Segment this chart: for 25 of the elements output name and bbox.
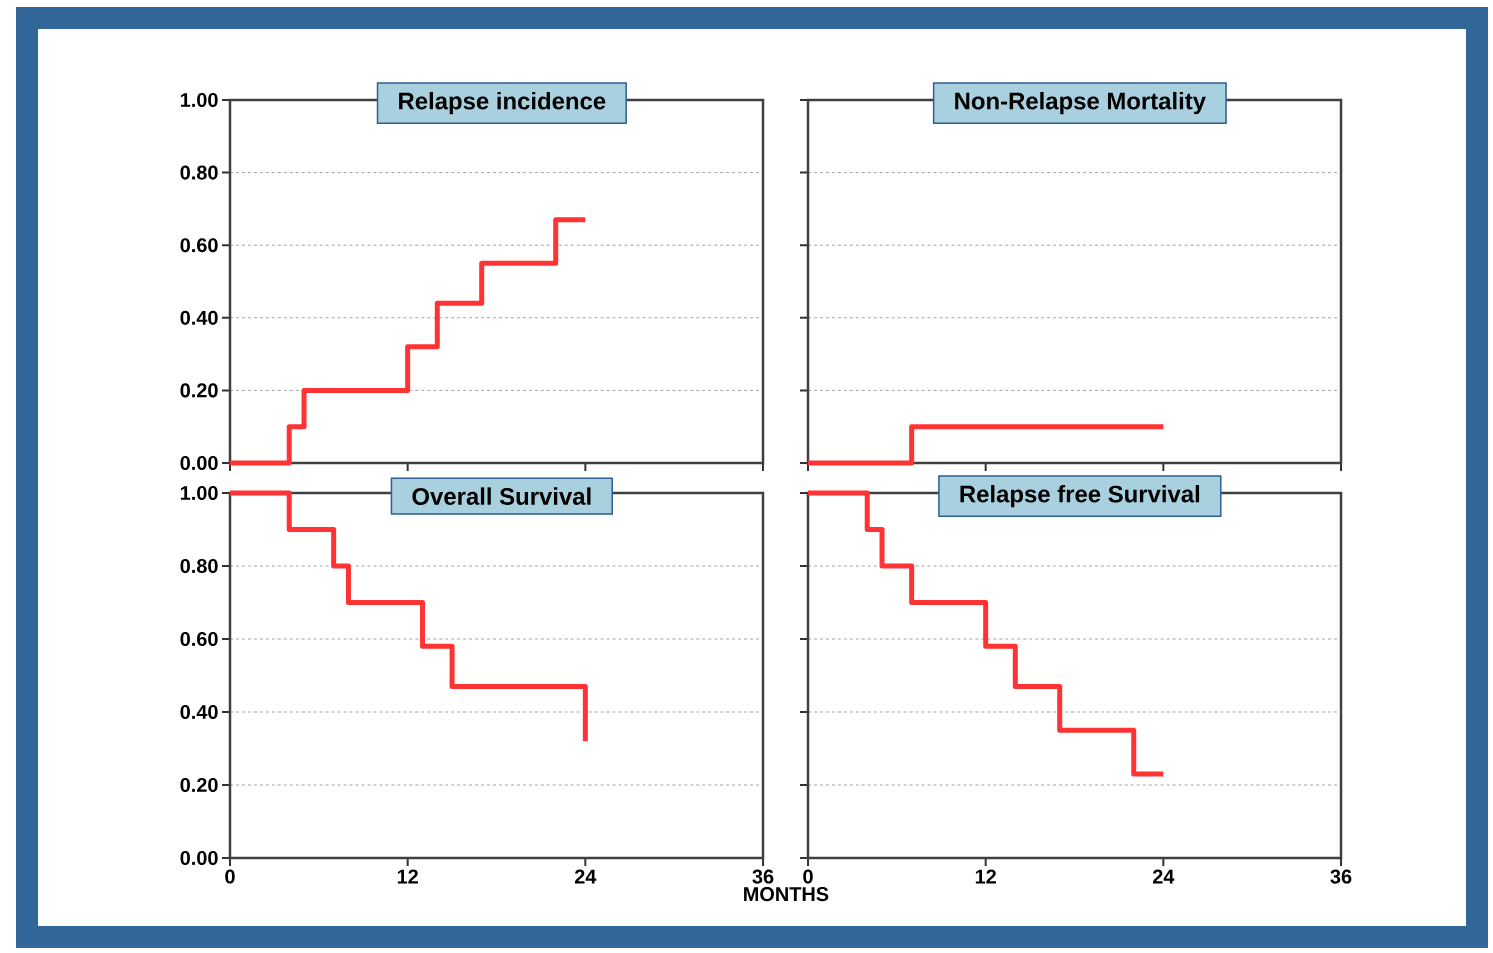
y-tick-label: 0.00 bbox=[180, 850, 218, 866]
y-tick-label: 0.00 bbox=[180, 455, 218, 471]
y-tick-label: 0.60 bbox=[180, 631, 218, 647]
x-tick-label: 24 bbox=[1152, 869, 1175, 884]
x-tick-label: 24 bbox=[574, 869, 597, 884]
chart-title: Overall Survival bbox=[412, 487, 591, 505]
y-tick-label: 0.80 bbox=[180, 165, 218, 180]
chart-title: Non-Relapse Mortality bbox=[955, 91, 1206, 115]
x-tick-label: 0 bbox=[803, 869, 813, 884]
x-tick-label: 36 bbox=[1330, 869, 1352, 884]
y-tick-label: 0.40 bbox=[180, 310, 218, 325]
x-tick-label: 0 bbox=[225, 869, 235, 884]
x-tick-label: 12 bbox=[975, 869, 996, 884]
y-tick-label: 0.40 bbox=[180, 704, 218, 720]
y-tick-label: 1.00 bbox=[180, 92, 218, 108]
y-tick-label: 0.60 bbox=[180, 238, 218, 253]
y-tick-label: 0.20 bbox=[180, 777, 218, 793]
y-tick-label: 1.00 bbox=[180, 485, 218, 501]
chart-title: Relapse incidence bbox=[399, 91, 606, 115]
x-tick-label: 12 bbox=[397, 869, 418, 884]
x-axis-title: MONTHS bbox=[744, 887, 829, 902]
y-tick-label: 0.20 bbox=[180, 383, 218, 398]
x-tick-label: 36 bbox=[752, 869, 774, 884]
chart-title: Relapse free Survival bbox=[960, 484, 1200, 508]
y-tick-label: 0.80 bbox=[180, 558, 218, 574]
